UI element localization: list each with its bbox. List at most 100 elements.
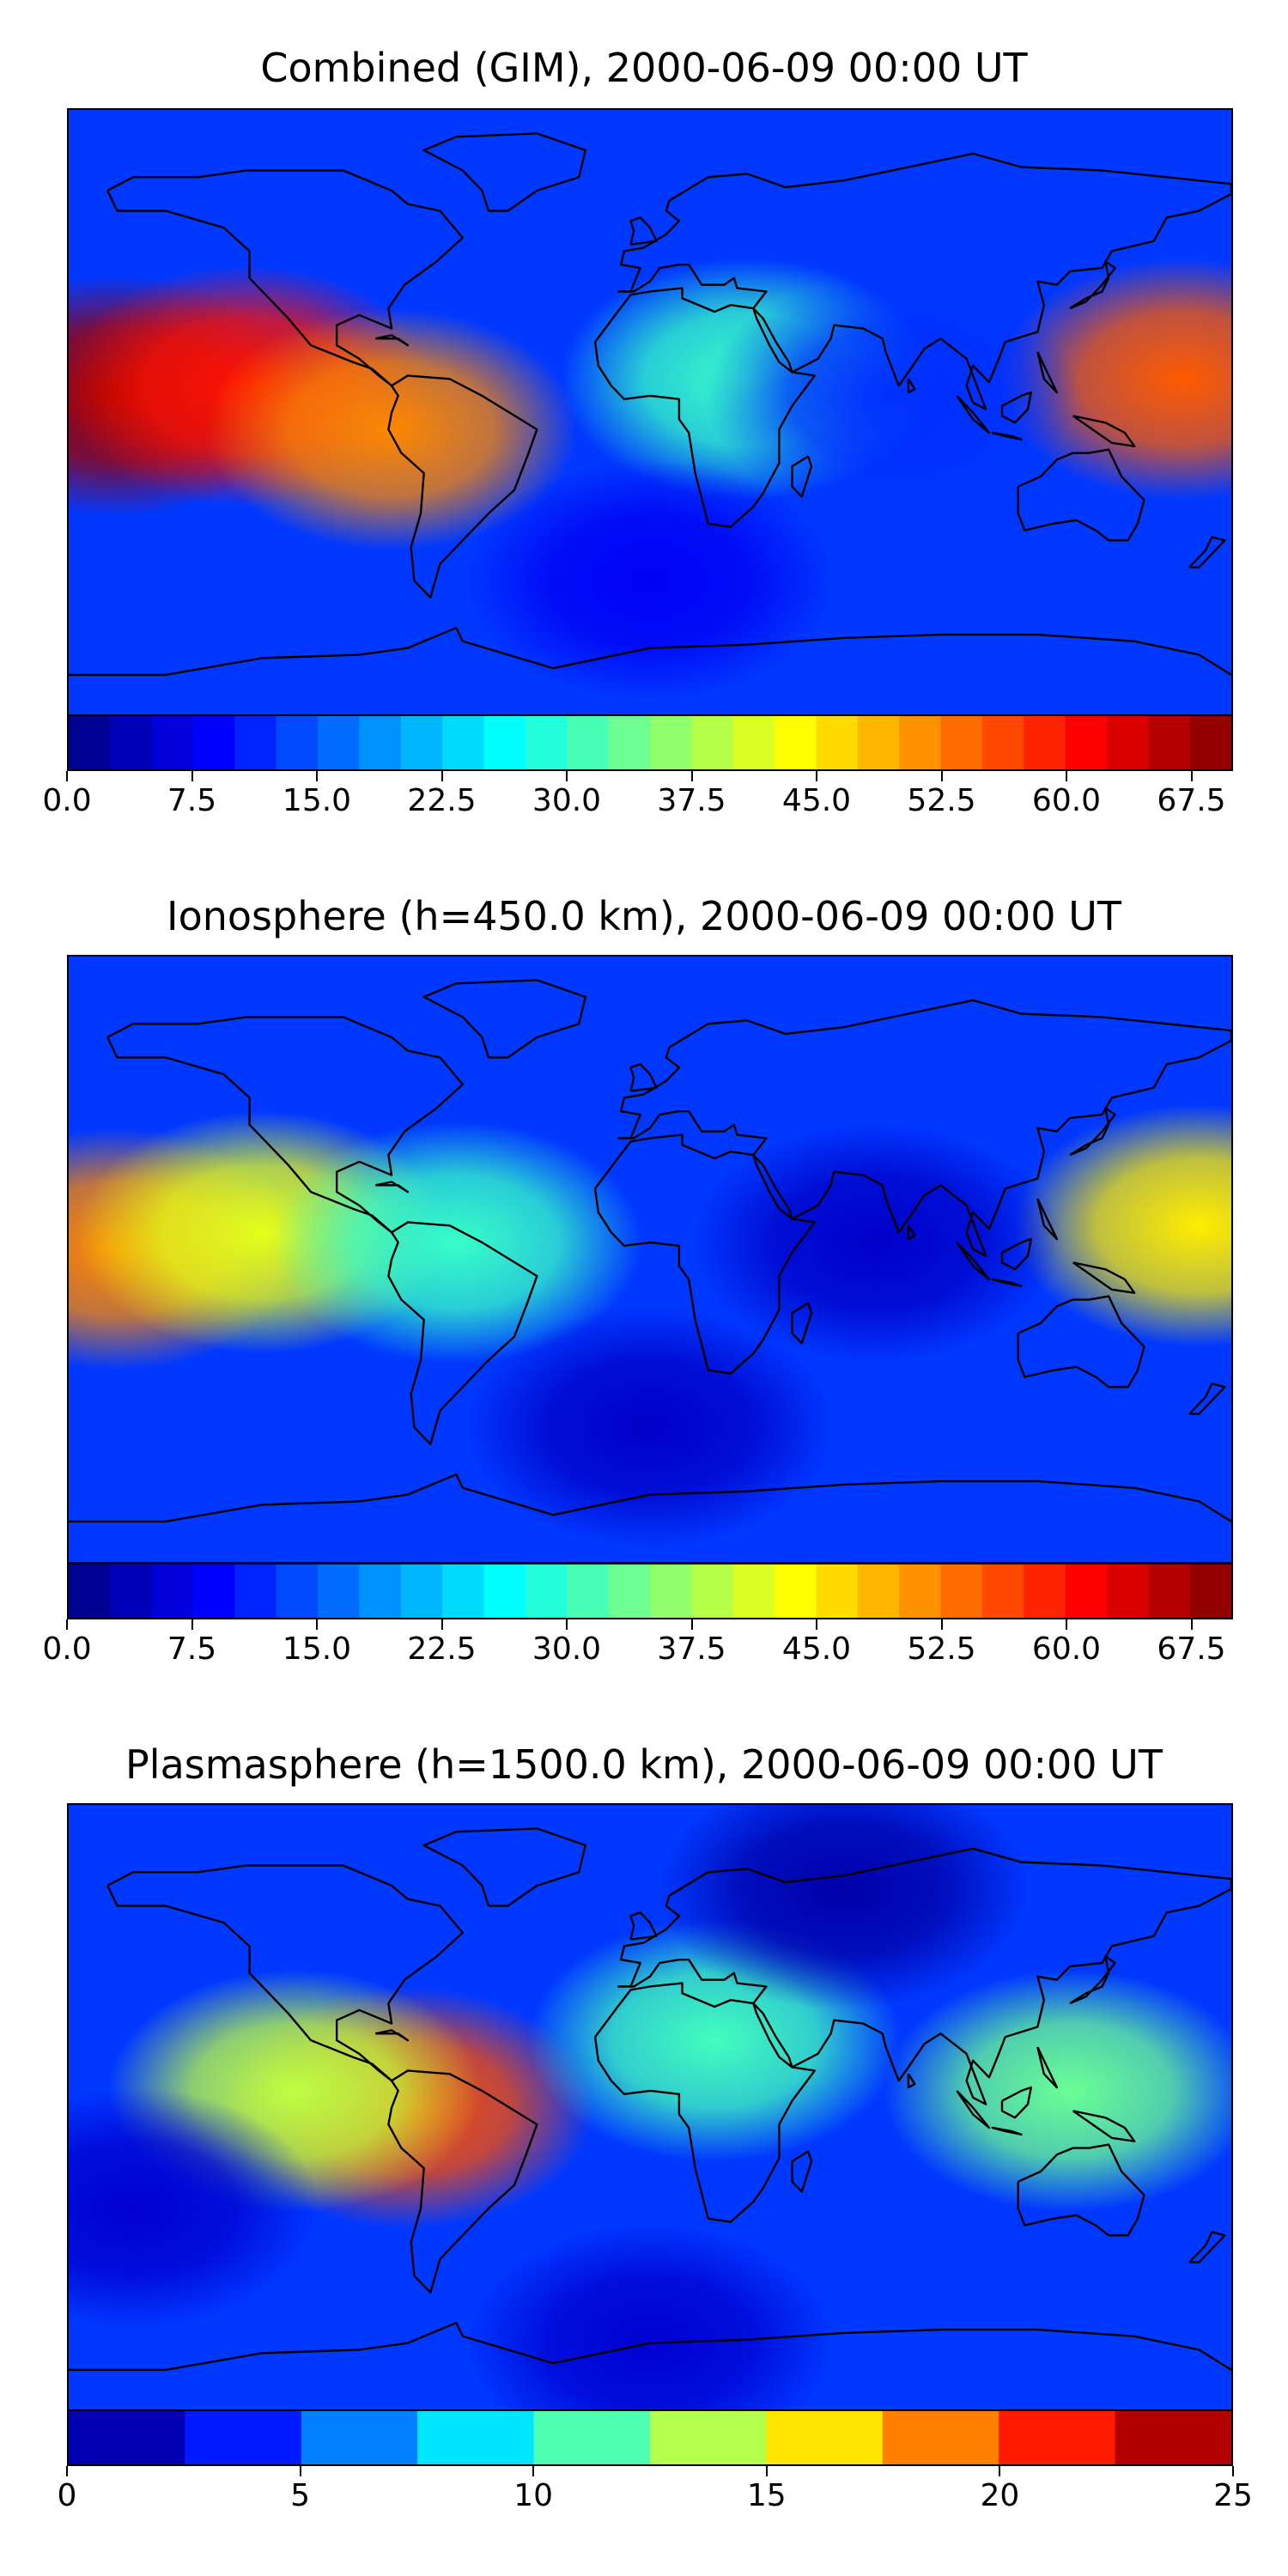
colorbar-tick-mark (66, 2466, 68, 2476)
colorbar-tick-label: 0.0 (42, 1631, 92, 1667)
heatmap-plasmasphere (69, 1805, 1231, 2410)
colorbar-tick-mark (999, 2466, 1001, 2476)
colorbar-swatch (899, 1564, 942, 1618)
colorbar-swatches (69, 1564, 1231, 1618)
colorbar-swatch (1148, 716, 1191, 769)
colorbar-tick-label: 5 (290, 2478, 311, 2513)
colorbar-tick-mark (816, 771, 817, 781)
colorbar-swatch (276, 1564, 319, 1618)
colorbar-swatch (608, 1564, 651, 1618)
colorbar-swatch (151, 1564, 194, 1618)
coastline (422, 132, 587, 212)
colorbar-swatch (732, 716, 775, 769)
colorbar-swatch (650, 1564, 692, 1618)
colorbar-swatch (69, 716, 111, 769)
colorbar-tick-label: 7.5 (167, 1631, 217, 1667)
colorbar-tick-mark (566, 1619, 568, 1630)
colorbar-swatch (359, 1564, 402, 1618)
coastline (387, 1221, 538, 1446)
colorbar-swatch (400, 1564, 443, 1618)
colorbar-tick-label: 30.0 (532, 1631, 602, 1667)
coastline (1036, 1198, 1059, 1241)
map-combined (67, 108, 1233, 717)
colorbar-tick-mark (690, 771, 693, 781)
coastline (1069, 1955, 1116, 2005)
coastline (791, 2150, 813, 2193)
colorbar-swatch (999, 2411, 1116, 2464)
colorbar-tick-label: 67.5 (1157, 1631, 1226, 1667)
coastline (69, 1473, 1231, 1523)
colorbar-swatch (857, 716, 900, 769)
colorbar-tick-label: 22.5 (407, 783, 477, 818)
colorbar-tick-mark (1066, 771, 1067, 781)
colorbar-swatch (816, 716, 859, 769)
colorbar-swatch (899, 716, 942, 769)
coastline (1072, 415, 1136, 447)
map-ionosphere (67, 955, 1233, 1564)
coastline (1069, 260, 1116, 310)
heat-blob (690, 1121, 1062, 1364)
colorbar-swatch (732, 1564, 775, 1618)
colorbar-tick-mark (440, 1619, 443, 1630)
coastline (106, 169, 465, 387)
heatmap-combined (69, 110, 1231, 715)
colorbar-tick-mark (440, 771, 443, 781)
chart-title: Plasmasphere (h=1500.0 km), 2000-06-09 0… (125, 1741, 1163, 1788)
coastline (1017, 2143, 1145, 2237)
coastline (907, 378, 916, 394)
coastline (956, 395, 991, 434)
colorbar-ticks-combined: 0.0 7.5 15.0 22.5 30.0 37.5 45.0 52.5 60.0 67.5 (42, 771, 1233, 823)
coastline (907, 2073, 916, 2089)
heat-blob (205, 308, 578, 551)
colorbar-tick-mark (940, 1619, 943, 1630)
colorbar-tick-label: 20 (980, 2478, 1020, 2513)
coastline (956, 1242, 991, 1281)
colorbar-swatch (981, 716, 1024, 769)
colorbar-swatch (650, 716, 692, 769)
colorbar-swatch (318, 1564, 361, 1618)
colorbar-tick-mark (316, 771, 318, 781)
coastline (1036, 351, 1059, 394)
colorbar-swatch (608, 716, 651, 769)
colorbar-swatch (234, 1564, 277, 1618)
coastline (387, 2069, 538, 2294)
colorbar-swatches (69, 716, 1231, 769)
colorbar-swatch (276, 716, 319, 769)
colorbar-tick-mark (816, 1619, 817, 1630)
colorbar-swatch (981, 1564, 1024, 1618)
coastline (387, 374, 538, 599)
colorbar-swatch (185, 2411, 302, 2464)
coastline (1017, 448, 1145, 542)
colorbar-tick-mark (532, 2466, 535, 2476)
coastline (1000, 1237, 1032, 1271)
heat-blob (1012, 1104, 1231, 1347)
coastline (1188, 2231, 1226, 2263)
heat-blob (464, 1306, 836, 1549)
colorbar-tick-label: 67.5 (1157, 783, 1226, 818)
colorbar-tick-mark (566, 771, 568, 781)
colorbar-swatch (193, 1564, 236, 1618)
colorbar-swatch (400, 716, 443, 769)
heat-blob (706, 274, 1078, 517)
colorbar-swatch (691, 1564, 734, 1618)
colorbar-tick-mark (316, 1619, 318, 1630)
coastline (375, 334, 410, 347)
colorbar-tick-label: 15.0 (282, 783, 352, 818)
colorbar-tick-label: 15 (746, 2478, 787, 2513)
heat-blob (270, 1121, 642, 1364)
chart-title: Ionosphere (h=450.0 km), 2000-06-09 00:0… (167, 893, 1121, 939)
coastline (1000, 391, 1032, 424)
coastline (1188, 1382, 1226, 1415)
colorbar-tick-mark (66, 771, 68, 781)
coastline (956, 2090, 991, 2129)
colorbar-tick-label: 22.5 (407, 1631, 477, 1667)
colorbar-tick-label: 37.5 (657, 783, 726, 818)
colorbar-swatch (1189, 1564, 1231, 1618)
colorbar-tick-mark (1190, 1619, 1193, 1630)
colorbar-swatch (1024, 1564, 1066, 1618)
colorbar-swatch (567, 716, 610, 769)
colorbar-swatch (1065, 1564, 1108, 1618)
colorbar-swatch (483, 716, 526, 769)
colorbar-swatch (567, 1564, 610, 1618)
colorbar-ticks-plasmasphere: 0 5 10 15 20 25 (58, 2466, 1253, 2518)
